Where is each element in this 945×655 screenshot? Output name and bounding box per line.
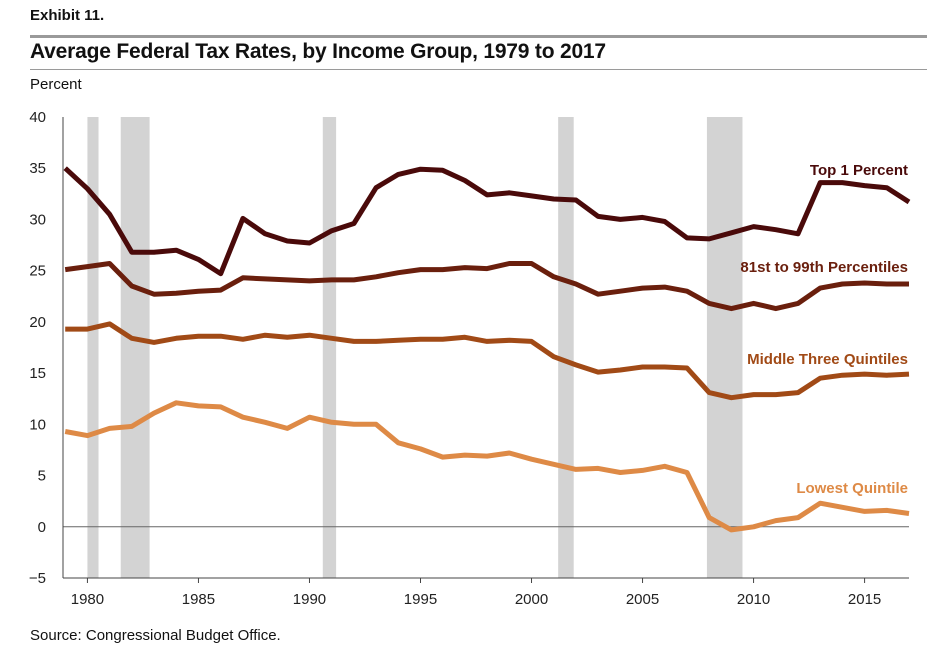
x-tick-label: 2015	[848, 591, 881, 608]
y-axis-title: Percent	[30, 76, 82, 93]
y-tick-label: 0	[38, 519, 46, 536]
series-line-lowest-quintile	[64, 400, 910, 533]
x-tick-label: 2010	[737, 591, 770, 608]
y-tick-label: 15	[29, 365, 46, 382]
recession-band-5	[706, 117, 743, 578]
series-line-top-1-percent	[63, 166, 911, 277]
x-tick-label: 1980	[71, 591, 104, 608]
exhibit-number: Exhibit 11.	[30, 7, 105, 24]
x-tick-label: 2000	[515, 591, 548, 608]
series-line-81st-to-99th-percentiles	[64, 261, 909, 312]
title-rule-bottom	[30, 69, 927, 70]
x-tick-label: 2005	[626, 591, 659, 608]
chart-title: Average Federal Tax Rates, by Income Gro…	[30, 40, 606, 63]
y-tick-label: 5	[38, 468, 46, 485]
series-label-middle-three-quintiles: Middle Three Quintiles	[747, 351, 908, 368]
y-tick-label: 35	[29, 160, 46, 177]
y-tick-label: 25	[29, 263, 46, 280]
y-tick-label: 20	[29, 314, 46, 331]
series-line-middle-three-quintiles	[65, 321, 910, 401]
series-label-lowest-quintile: Lowest Quintile	[796, 480, 908, 497]
x-tick-label: 1990	[293, 591, 326, 608]
title-rule-top	[30, 35, 927, 38]
series-label-81st-to-99th-percentiles: 81st to 99th Percentiles	[740, 259, 908, 276]
x-tick-label: 1985	[182, 591, 215, 608]
x-tick-label: 1995	[404, 591, 437, 608]
series-label-top-1-percent: Top 1 Percent	[810, 162, 908, 179]
recession-bands	[87, 117, 743, 578]
y-tick-label: −5	[29, 570, 46, 587]
recession-band-1	[87, 117, 99, 578]
recession-band-3	[322, 117, 337, 578]
recession-band-2	[120, 117, 150, 578]
y-tick-label: 10	[29, 416, 46, 433]
source-note: Source: Congressional Budget Office.	[30, 627, 281, 644]
y-tick-label: 30	[29, 211, 46, 228]
recession-band-4	[558, 117, 574, 578]
y-tick-label: 40	[29, 109, 46, 126]
series-labels: Top 1 Percent 81st to 99th Percentiles Mid…	[740, 162, 908, 497]
series-lines	[63, 166, 911, 533]
